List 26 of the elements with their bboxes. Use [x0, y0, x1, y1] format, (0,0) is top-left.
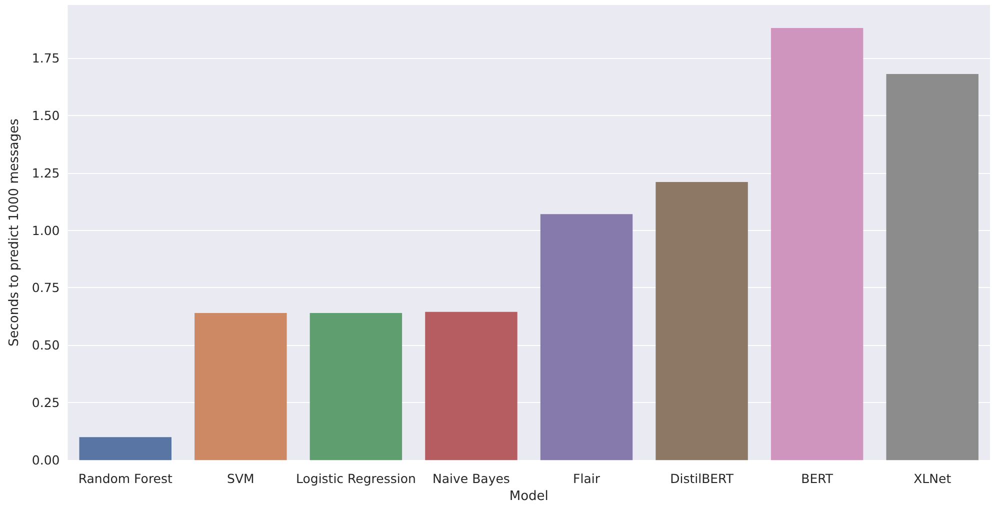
- bar: [194, 312, 287, 460]
- y-tick-label: 0.00: [32, 452, 60, 468]
- y-tick-label: 0.50: [32, 338, 60, 353]
- y-tick-label: 1.25: [32, 165, 60, 180]
- bar: [656, 182, 748, 460]
- bar: [425, 312, 518, 460]
- x-tick-label: Naive Bayes: [432, 471, 510, 486]
- x-axis-title: Model: [509, 489, 548, 504]
- y-tick-label: 1.50: [32, 108, 60, 123]
- y-tick-label: 0.25: [32, 395, 60, 410]
- bar: [886, 74, 978, 460]
- y-tick-label: 0.75: [32, 280, 60, 296]
- x-tick-label: DistilBERT: [670, 471, 734, 486]
- bar: [770, 28, 864, 460]
- x-tick-label: SVM: [227, 471, 254, 486]
- y-axis-title: Seconds to predict 1000 messages: [7, 118, 22, 347]
- bar: [79, 437, 172, 460]
- x-tick-label: XLNet: [914, 471, 952, 486]
- y-tick-label: 1.75: [32, 50, 60, 66]
- y-tick-label: 1.00: [32, 222, 60, 238]
- x-tick-label: Random Forest: [78, 471, 173, 486]
- bar: [310, 312, 402, 460]
- x-tick-label: Flair: [573, 471, 601, 486]
- x-tick-label: Logistic Regression: [296, 471, 416, 486]
- bar: [540, 214, 633, 460]
- x-tick-label: BERT: [801, 471, 834, 486]
